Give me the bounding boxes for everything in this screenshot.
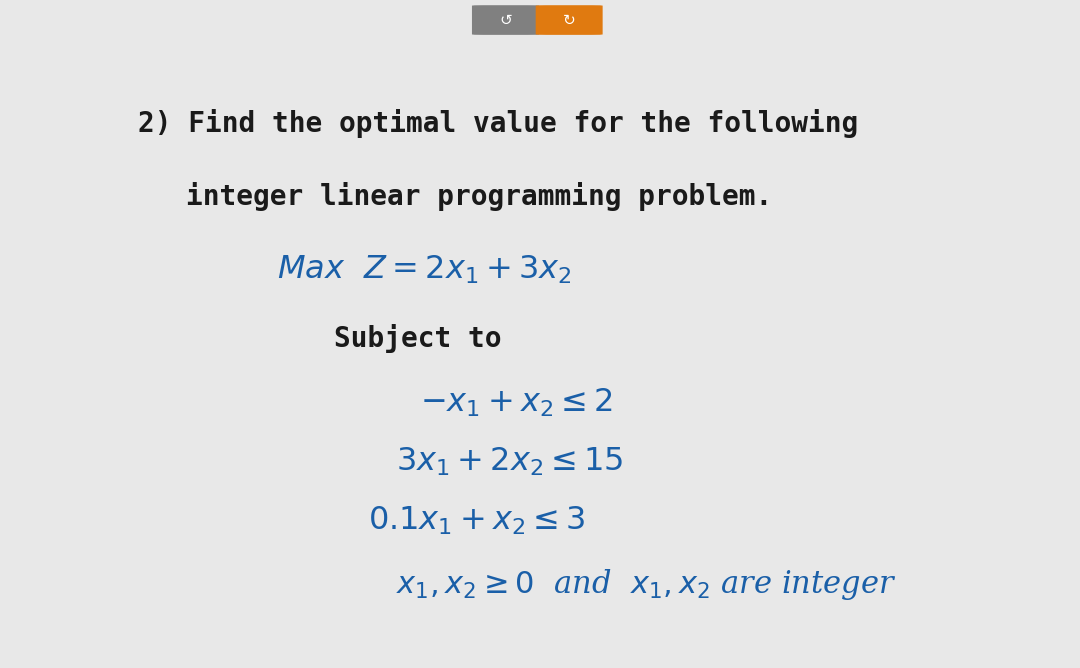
- Text: ↻: ↻: [563, 13, 576, 27]
- Text: $3x_1 + 2x_2 \leq 15$: $3x_1 + 2x_2 \leq 15$: [396, 446, 624, 478]
- Text: 2) Find the optimal value for the following: 2) Find the optimal value for the follow…: [138, 109, 859, 138]
- Text: ↺: ↺: [499, 13, 512, 27]
- FancyBboxPatch shape: [536, 5, 603, 35]
- Text: integer linear programming problem.: integer linear programming problem.: [186, 182, 772, 210]
- FancyBboxPatch shape: [472, 5, 539, 35]
- Text: Subject to: Subject to: [335, 323, 502, 353]
- Text: $0.1x_1 + x_2 \leq 3$: $0.1x_1 + x_2 \leq 3$: [368, 504, 585, 536]
- Text: $x_1, x_2 \geq 0$  and  $x_1, x_2$ are integer: $x_1, x_2 \geq 0$ and $x_1, x_2$ are int…: [396, 566, 897, 602]
- Text: $\mathit{Max}$  $Z = 2x_1 + 3x_2$: $\mathit{Max}$ $Z = 2x_1 + 3x_2$: [276, 254, 571, 287]
- Text: $-x_1 + x_2 \leq 2$: $-x_1 + x_2 \leq 2$: [420, 387, 613, 420]
